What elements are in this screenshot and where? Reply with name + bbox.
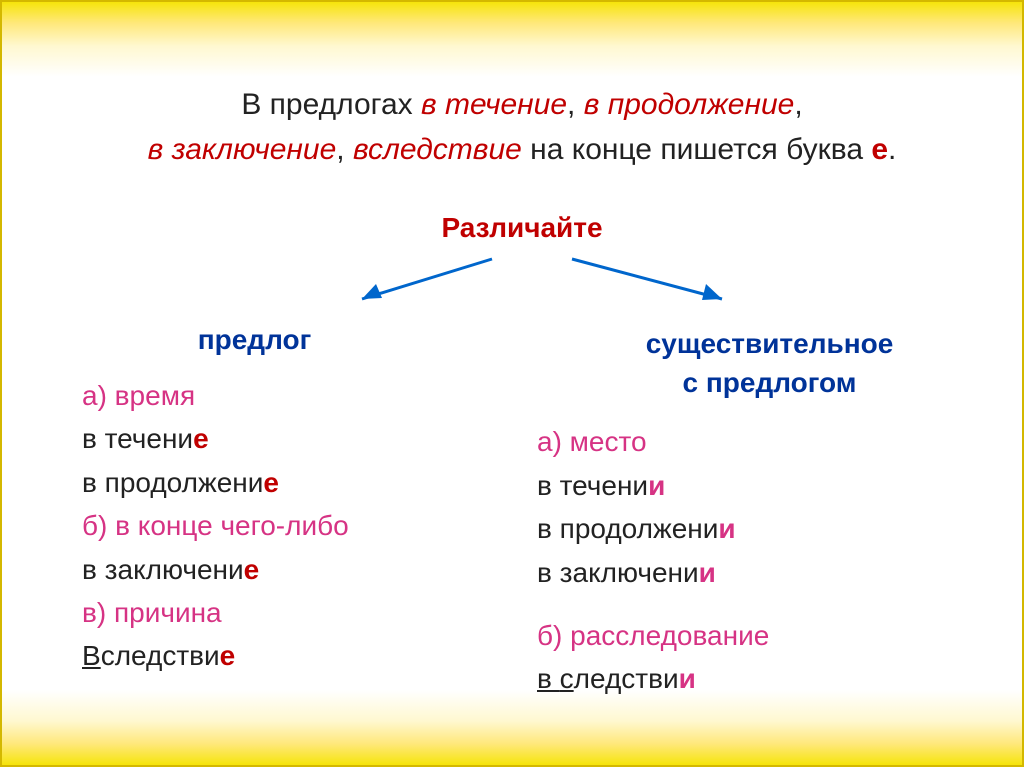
left-c1-end: е (220, 640, 236, 671)
title-phrase-3: в заключение (148, 133, 337, 166)
title-phrase-4: вследствие (353, 133, 522, 166)
left-b-label: б) в конце чего-либо (82, 504, 507, 547)
left-b1-stem: в заключени (82, 554, 244, 585)
right-a3-stem: в заключени (537, 557, 699, 588)
right-b-label: б) расследование (537, 614, 962, 657)
left-a1-end: е (193, 423, 209, 454)
left-c-label: в) причина (82, 591, 507, 634)
title-phrase-1: в течение (421, 88, 567, 121)
left-column: предлог а) время в течение в продолжение… (82, 324, 507, 701)
right-a2-stem: в продолжени (537, 513, 718, 544)
left-a-label: а) время (82, 374, 507, 417)
right-b1-pre2: с (560, 663, 574, 694)
arrow-left-icon (342, 254, 502, 314)
left-c1-pre: В (82, 640, 101, 671)
right-b1-end: и (679, 663, 696, 694)
title-text: В предлогах (241, 88, 421, 121)
arrow-right-icon (562, 254, 742, 314)
left-a2-stem: в продолжени (82, 467, 263, 498)
left-a1-stem: в течени (82, 423, 193, 454)
right-a-label: а) место (537, 420, 962, 463)
center-label: Различайте (82, 212, 962, 244)
branch-arrows (82, 254, 962, 324)
right-col-head: существительное с предлогом (537, 324, 962, 402)
left-a2-end: е (263, 467, 279, 498)
title-block: В предлогах в течение, в продолжение, в … (82, 82, 962, 172)
right-a1-end: и (648, 470, 665, 501)
right-b1-pre: в (537, 663, 560, 694)
left-b1-end: е (244, 554, 260, 585)
right-a2-end: и (718, 513, 735, 544)
left-col-head: предлог (82, 324, 507, 356)
right-b1-stem: ледстви (574, 663, 679, 694)
right-a1-stem: в течени (537, 470, 648, 501)
right-a3-end: и (699, 557, 716, 588)
title-phrase-2: в продолжение (584, 88, 795, 121)
right-column: существительное с предлогом а) место в т… (537, 324, 962, 701)
left-c1-stem: следстви (101, 640, 220, 671)
title-letter: е (871, 133, 888, 166)
